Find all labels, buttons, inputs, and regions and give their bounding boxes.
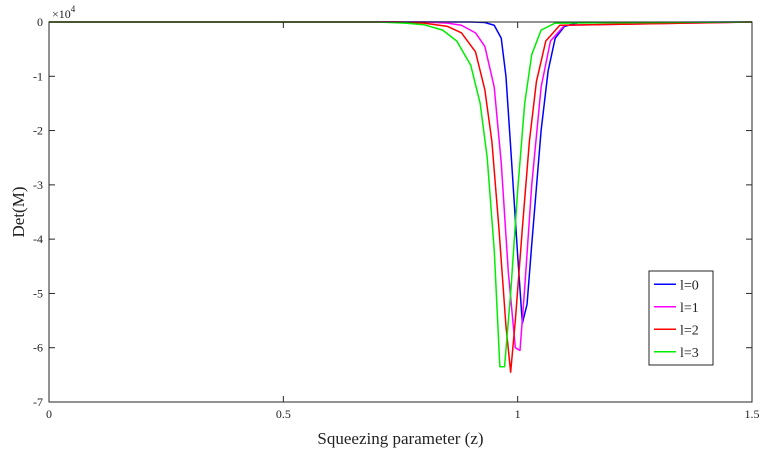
y-tick-label: -7: [33, 395, 43, 409]
y-axis-exponent: ×104: [52, 4, 76, 21]
y-tick-label: 0: [37, 15, 43, 29]
x-axis-label: Squeezing parameter (z): [317, 429, 483, 448]
legend: l=0 l=1 l=2 l=3: [648, 270, 714, 366]
x-tick-label: 1: [515, 407, 521, 421]
legend-box: [648, 270, 714, 366]
plot-area-frame: [48, 21, 753, 403]
axis-ticks: 0 0.5 1 1.5 0 -1 -2 -3 -4 -5 -6 -7: [33, 15, 760, 421]
plot-lines: [49, 21, 753, 373]
y-tick-label: -1: [33, 69, 43, 83]
series-line-0: [49, 21, 753, 325]
series-line-2: [49, 21, 753, 373]
x-tick-label: 1.5: [745, 407, 760, 421]
legend-label-2: l=2: [680, 323, 699, 338]
x-tick-label: 0.5: [276, 407, 291, 421]
legend-label-0: l=0: [680, 278, 699, 293]
y-tick-label: -3: [33, 178, 43, 192]
x-tick-label: 0: [46, 407, 52, 421]
y-tick-label: -4: [33, 232, 43, 246]
y-tick-label: -2: [33, 124, 43, 138]
y-tick-label: -6: [33, 341, 43, 355]
series-line-1: [49, 21, 753, 352]
y-tick-label: -5: [33, 286, 43, 300]
y-axis-label: Det(M): [9, 187, 28, 238]
legend-label-1: l=1: [680, 301, 699, 316]
legend-label-3: l=3: [680, 346, 699, 361]
series-line-3: [49, 21, 753, 368]
